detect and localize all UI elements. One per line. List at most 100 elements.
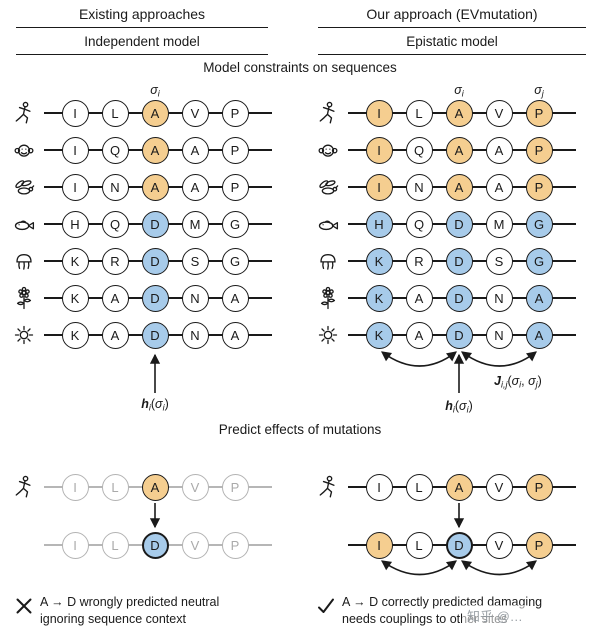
label-part: J [494,374,501,388]
residue-circle: G [221,210,249,238]
residue-circle: I [61,473,89,501]
left-column-subtitle: Independent model [84,34,200,49]
residue-circle: K [61,247,89,275]
monkey-icon [316,138,340,162]
field-label-h: hi(σi) [141,397,169,413]
residue-circle: A [405,321,433,349]
residue-circle: L [405,531,433,559]
residue-circle: N [181,321,209,349]
residue-circle: P [221,136,249,164]
sigma-j-label: σj [534,83,544,99]
residue-circle: P [525,473,553,501]
residue-circle: A [221,321,249,349]
residue-circle: D [445,321,473,349]
residue-circle: N [485,321,513,349]
jellyfish-icon [12,249,36,273]
residue-circle: V [485,473,513,501]
residue-circle: P [525,99,553,127]
residue-circle: A [445,473,473,501]
residue-circle: D [141,531,169,559]
residue-circle: V [485,531,513,559]
residue-circle: S [181,247,209,275]
residue-circle: A [181,173,209,201]
plant-icon [12,286,36,310]
residue-circle: I [61,99,89,127]
residue-circle: A [101,321,129,349]
residue-circle: V [485,99,513,127]
label-part: i,j [500,379,508,390]
residue-circle: Q [405,136,433,164]
residue-circle: D [141,284,169,312]
label-part: σ [155,397,163,411]
label-part: ( [150,397,156,411]
residue-circle: D [141,247,169,275]
residue-circle: V [181,473,209,501]
residue-circle: L [101,473,129,501]
label-part: i [157,88,160,99]
residue-circle: L [405,473,433,501]
residue-circle: N [485,284,513,312]
watermark: 知乎 @… [462,605,528,626]
residue-circle: P [221,173,249,201]
residue-circle: G [525,247,553,275]
residue-circle: G [221,247,249,275]
human-icon [12,475,36,499]
residue-circle: P [221,99,249,127]
residue-circle: H [61,210,89,238]
residue-circle: A [445,136,473,164]
residue-circle: D [141,210,169,238]
residue-circle: V [181,531,209,559]
right-column-title: Our approach (EVmutation) [366,6,538,22]
sigma-i-label: σi [454,83,464,99]
human-icon [316,101,340,125]
residue-circle: I [61,136,89,164]
residue-circle: P [525,173,553,201]
residue-circle: V [181,99,209,127]
divider [318,54,586,55]
residue-circle: A [485,173,513,201]
label-part: i [148,402,151,413]
human-icon [12,101,36,125]
residue-circle: P [221,531,249,559]
residue-circle: N [181,284,209,312]
residue-circle: R [101,247,129,275]
label-part: ) [468,399,473,413]
verdict-line: ignoring sequence context [40,612,186,626]
residue-circle: A [405,284,433,312]
predict-section-title: Predict effects of mutations [218,422,382,437]
residue-circle: I [61,173,89,201]
residue-circle: D [141,321,169,349]
fly-icon [12,175,36,199]
residue-circle: A [141,473,169,501]
residue-circle: D [445,531,473,559]
residue-circle: N [101,173,129,201]
verdict-text-left: A → D wrongly predicted neutral ignoring… [40,594,219,628]
label-part: i [162,402,165,413]
residue-circle: K [365,321,393,349]
residue-circle: A [141,136,169,164]
residue-circle: P [221,473,249,501]
residue-circle: A [101,284,129,312]
residue-circle: K [61,284,89,312]
sigma-i-label: σi [150,83,160,99]
jellyfish-icon [316,249,340,273]
plant-icon [316,286,340,310]
residue-circle: I [365,99,393,127]
residue-circle: A [525,284,553,312]
residue-circle: I [365,531,393,559]
fly-icon [316,175,340,199]
residue-circle: K [365,284,393,312]
residue-circle: H [365,210,393,238]
label-part: h [445,399,453,413]
residue-circle: G [525,210,553,238]
human-icon [316,475,340,499]
sun-icon [316,323,340,347]
label-part: j [535,379,538,390]
residue-circle: M [181,210,209,238]
divider [318,27,586,28]
residue-circle: N [405,173,433,201]
residue-circle: I [365,473,393,501]
